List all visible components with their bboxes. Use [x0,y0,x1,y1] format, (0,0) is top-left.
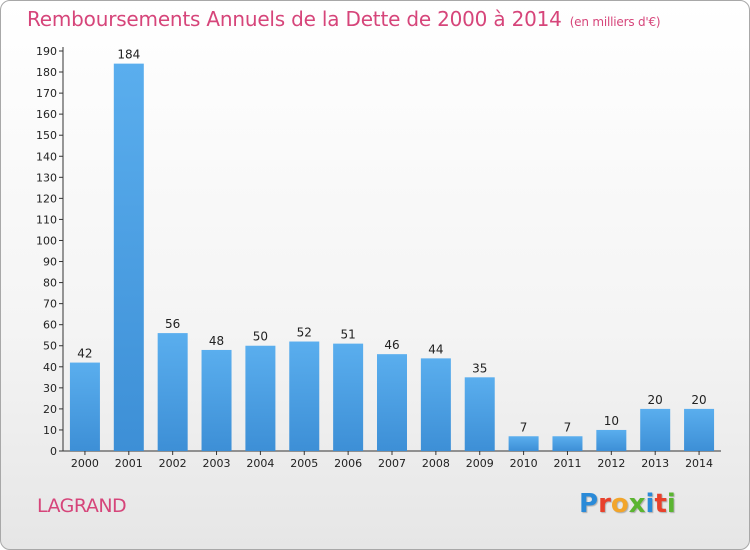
y-tick-label: 50 [43,340,57,353]
bar [69,362,100,451]
y-tick-label: 180 [36,66,57,79]
bar-value-label: 20 [648,393,663,407]
bar [420,358,451,451]
x-tick-label: 2013 [641,457,669,470]
y-tick-label: 20 [43,403,57,416]
x-tick-label: 2014 [685,457,713,470]
bar-value-label: 51 [340,328,355,342]
bar [289,341,320,451]
logo-letter: i [666,489,676,519]
chart-subtitle: (en milliers d'€) [569,15,661,29]
bar-value-label: 44 [428,342,443,356]
y-tick-label: 190 [36,45,57,58]
y-tick-label: 40 [43,361,57,374]
y-tick-label: 150 [36,129,57,142]
bar-value-label: 46 [384,338,399,352]
y-tick-label: 170 [36,87,57,100]
bar-value-label: 50 [253,330,268,344]
bar [684,408,715,451]
y-tick-label: 70 [43,298,57,311]
bar-value-label: 7 [564,420,572,434]
x-tick-label: 2001 [115,457,143,470]
bar [377,354,407,451]
bar [333,343,364,451]
x-tick-label: 2012 [597,457,625,470]
logo-letter: t [654,489,667,519]
commune-name: LAGRAND [37,495,127,517]
bar [245,345,276,451]
bar [508,436,539,451]
y-tick-label: 130 [36,171,57,184]
proxiti-logo: Proxiti [579,489,676,519]
x-tick-label: 2000 [71,457,99,470]
y-tick-label: 100 [36,234,57,247]
x-tick-label: 2009 [466,457,494,470]
bar [157,333,188,451]
chart-title-text: Remboursements Annuels de la Dette de 20… [27,7,562,31]
x-tick-label: 2010 [510,457,538,470]
bar-value-label: 35 [472,361,487,375]
x-tick-label: 2007 [378,457,406,470]
x-tick-label: 2004 [246,457,274,470]
x-tick-label: 2002 [159,457,187,470]
y-tick-label: 10 [43,424,57,437]
bar-value-label: 42 [77,347,92,361]
y-tick-label: 60 [43,319,57,332]
logo-letter: i [645,489,655,519]
bar-value-label: 10 [604,414,619,428]
y-tick-label: 30 [43,382,57,395]
bar-value-label: 48 [209,334,224,348]
x-tick-label: 2006 [334,457,362,470]
x-tick-label: 2003 [203,457,231,470]
bar [640,408,671,451]
x-tick-label: 2011 [553,457,581,470]
bar-value-label: 52 [297,326,312,340]
bar [596,429,627,451]
y-tick-label: 90 [43,256,57,269]
bar-value-label: 20 [691,393,706,407]
bar [113,63,144,451]
y-tick-label: 120 [36,192,57,205]
chart-title: Remboursements Annuels de la Dette de 20… [27,7,661,31]
bar-value-label: 184 [117,48,140,62]
bar-value-label: 56 [165,317,180,331]
x-tick-label: 2005 [290,457,318,470]
bar [201,349,232,451]
x-tick-label: 2008 [422,457,450,470]
bar [552,436,583,451]
bar [464,377,495,451]
logo-letter: o [610,489,629,519]
y-tick-label: 110 [36,213,57,226]
y-tick-label: 0 [50,445,57,458]
y-tick-label: 160 [36,108,57,121]
y-tick-label: 80 [43,277,57,290]
y-tick-label: 140 [36,150,57,163]
logo-letter: x [628,489,646,519]
logo-letter: r [598,489,611,519]
bar-value-label: 7 [520,420,528,434]
logo-letter: P [579,489,599,519]
